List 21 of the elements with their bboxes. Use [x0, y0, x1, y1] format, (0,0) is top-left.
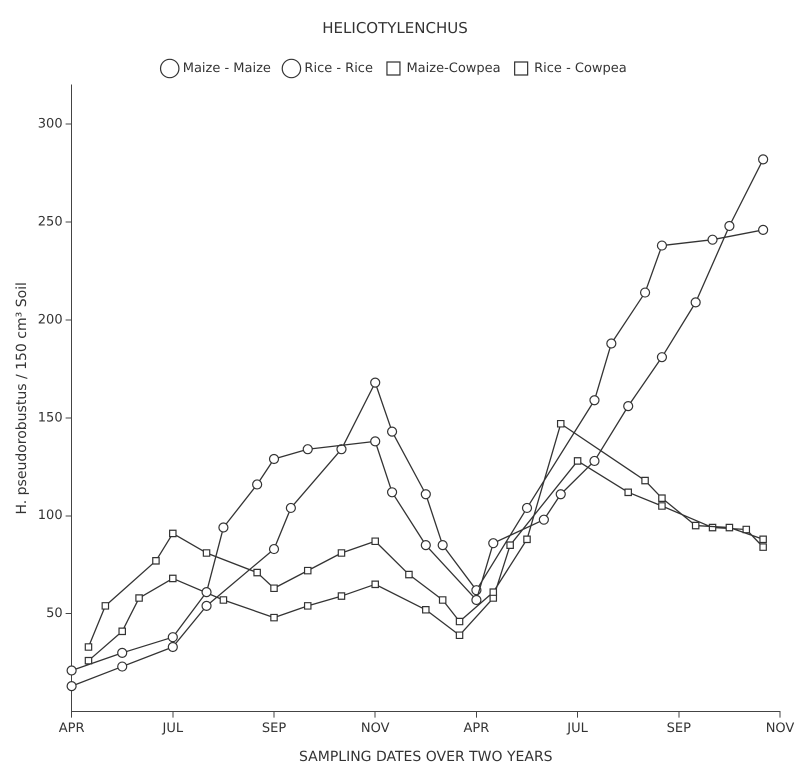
y-tick-label: 50: [46, 606, 63, 622]
x-tick-label: SEP: [262, 720, 286, 736]
x-tick-label: NOV: [766, 720, 794, 736]
x-tick-label: JUL: [566, 720, 589, 736]
legend-label: Rice - Cowpea: [534, 60, 627, 76]
y-tick-label: 250: [38, 214, 63, 230]
x-tick-label: APR: [464, 720, 490, 736]
y-tick-label: 150: [38, 410, 63, 426]
x-tick-label: APR: [58, 720, 84, 736]
legend-label: Maize - Maize: [182, 60, 271, 76]
legend-label: Maize-Cowpea: [406, 60, 501, 76]
y-axis-title: H. pseudorobustus / 150 cm³ Soil: [14, 282, 30, 515]
y-tick-label: 300: [38, 116, 63, 132]
legend-label: Rice - Rice: [304, 60, 373, 76]
x-tick-label: SEP: [666, 720, 692, 736]
y-tick-label: 200: [38, 312, 63, 328]
chart-title: HELICOTYLENCHUS: [322, 18, 468, 37]
y-tick-label: 100: [38, 508, 63, 524]
x-tick-label: JUL: [162, 720, 184, 736]
x-axis-title: SAMPLING DATES OVER TWO YEARS: [299, 749, 553, 766]
x-tick-label: NOV: [360, 720, 390, 736]
